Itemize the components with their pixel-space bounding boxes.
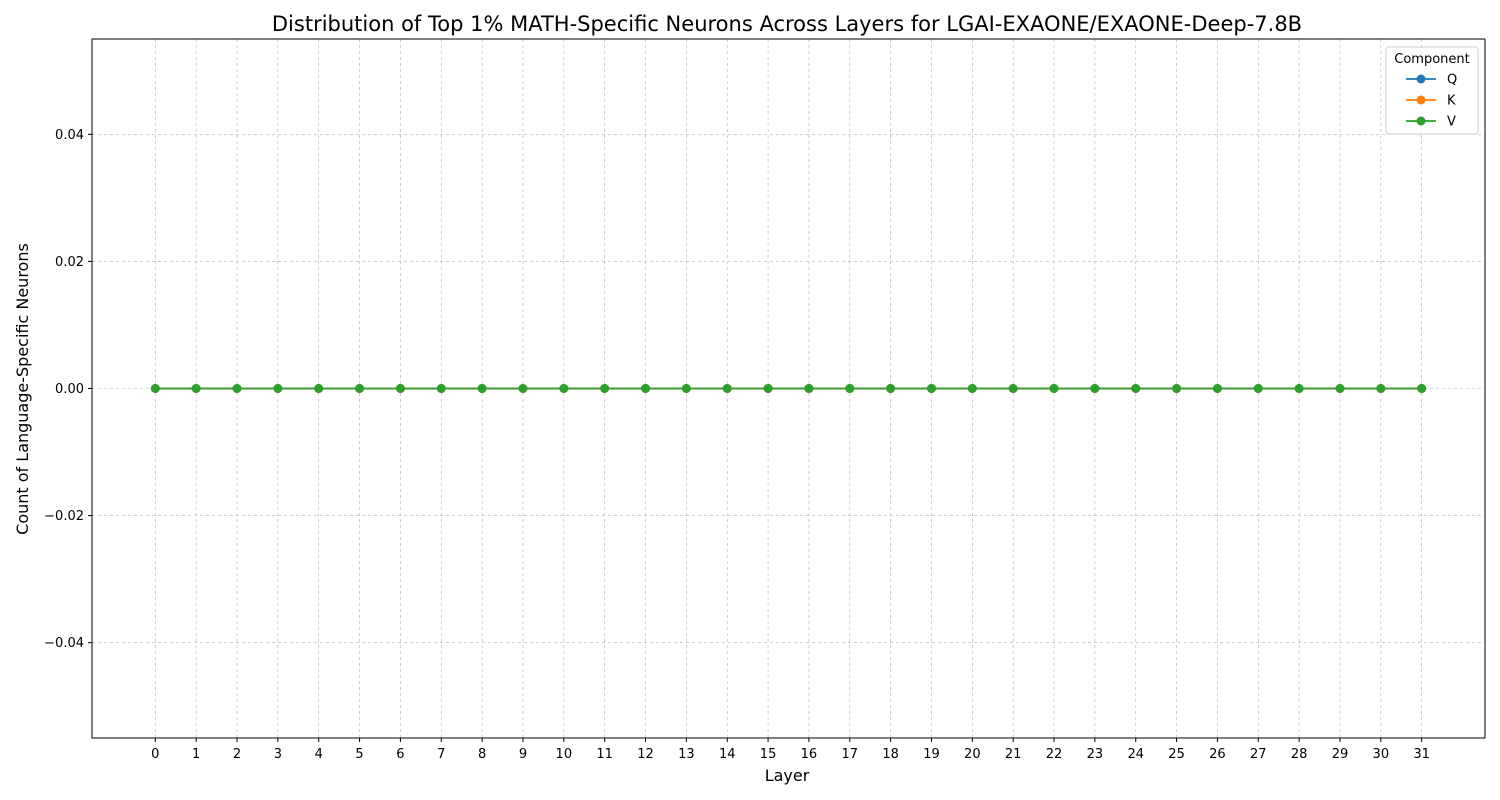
data-point [395,384,405,393]
x-tick-label: 22 [1046,747,1063,762]
x-tick-label: 5 [355,747,363,762]
data-point [273,384,283,393]
data-point [886,384,896,393]
series-v [150,384,1427,393]
data-point [436,384,446,393]
x-tick-label: 11 [596,747,613,762]
data-point [518,384,528,393]
x-tick-label: 24 [1127,747,1144,762]
legend-item-k: K [1406,94,1456,109]
x-tick-label: 28 [1291,747,1308,762]
data-point [1008,384,1018,393]
legend-items: QKV [1406,73,1457,130]
data-point [681,384,691,393]
y-axis-label: Count of Language-Specific Neurons [13,243,32,535]
data-point [559,384,569,393]
data-point [355,384,365,393]
legend-item-v: V [1406,115,1456,130]
series-lines [150,384,1427,393]
x-ticks: 0 1 2 3 4 5 6 7 8 9 10 11 12 13 14 15 16 17 18 19 20 21 22 23 24… [151,738,1430,762]
y-ticks: −0.04 −0.02 0.00 0.02 0.04 [44,128,92,651]
x-tick-label: 25 [1168,747,1185,762]
data-point [1253,384,1263,393]
x-tick-label: 10 [556,747,573,762]
data-point [232,384,242,393]
y-tick-label: 0.00 [55,382,84,397]
x-tick-label: 20 [964,747,981,762]
data-point [477,384,487,393]
legend-marker [1416,116,1426,126]
x-tick-label: 12 [637,747,654,762]
x-tick-label: 13 [678,747,695,762]
x-axis-label: Layer [765,766,810,785]
data-point [1212,384,1222,393]
data-point [150,384,160,393]
data-point [722,384,732,393]
data-point [1049,384,1059,393]
x-tick-label: 7 [437,747,445,762]
data-point [804,384,814,393]
x-tick-label: 17 [842,747,859,762]
x-tick-label: 21 [1005,747,1022,762]
legend-label: V [1447,115,1456,130]
x-tick-label: 0 [151,747,159,762]
x-tick-label: 4 [315,747,323,762]
x-tick-label: 15 [760,747,777,762]
data-point [1090,384,1100,393]
x-tick-label: 30 [1373,747,1390,762]
legend-title: Component [1394,52,1469,67]
data-point [845,384,855,393]
data-point [967,384,977,393]
data-point [641,384,651,393]
x-tick-label: 26 [1209,747,1226,762]
legend: Component QKV [1385,46,1479,135]
legend-marker [1416,95,1426,105]
x-tick-label: 1 [192,747,200,762]
data-point [600,384,610,393]
x-tick-label: 18 [882,747,899,762]
y-tick-label: 0.02 [55,255,84,270]
data-point [1376,384,1386,393]
chart-title: Distribution of Top 1% MATH-Specific Neu… [272,12,1302,36]
data-point [1335,384,1345,393]
y-tick-label: 0.04 [55,128,84,143]
x-tick-label: 19 [923,747,940,762]
x-tick-label: 3 [274,747,282,762]
data-point [1131,384,1141,393]
x-tick-label: 9 [519,747,527,762]
y-tick-label: −0.04 [44,636,84,651]
legend-marker [1416,74,1426,84]
data-point [1172,384,1182,393]
x-tick-label: 27 [1250,747,1267,762]
legend-item-q: Q [1406,73,1457,88]
legend-label: K [1447,94,1456,109]
data-point [191,384,201,393]
plot-frame [91,38,1486,739]
x-tick-label: 23 [1087,747,1104,762]
x-tick-label: 8 [478,747,486,762]
data-point [1294,384,1304,393]
x-tick-label: 14 [719,747,736,762]
data-point [926,384,936,393]
x-tick-label: 16 [801,747,818,762]
data-point [763,384,773,393]
x-tick-label: 31 [1413,747,1430,762]
x-tick-label: 29 [1332,747,1349,762]
x-tick-label: 6 [396,747,404,762]
y-tick-label: −0.02 [44,509,84,524]
data-point [1417,384,1427,393]
legend-label: Q [1447,73,1457,88]
x-tick-label: 2 [233,747,241,762]
data-point [314,384,324,393]
legend-box [1385,46,1479,135]
